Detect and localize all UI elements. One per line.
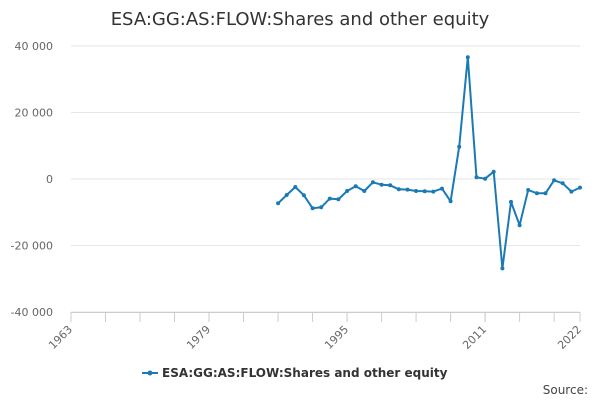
data-point	[388, 183, 393, 188]
data-point	[491, 169, 496, 174]
data-point	[362, 189, 367, 193]
data-point	[552, 178, 557, 183]
data-point	[353, 184, 358, 189]
chart-title: ESA:GG:AS:FLOW:Shares and other equity	[111, 9, 490, 30]
series-line	[277, 56, 581, 270]
data-point	[500, 266, 505, 271]
data-point	[465, 55, 470, 60]
data-point	[474, 175, 479, 180]
data-point	[405, 187, 410, 192]
data-point	[379, 182, 384, 187]
data-point	[483, 176, 488, 181]
data-point	[293, 185, 298, 189]
data-point	[448, 199, 453, 204]
series-layer	[276, 55, 582, 271]
y-tick-label: 40 000	[15, 40, 54, 53]
data-point	[276, 201, 281, 206]
data-point	[569, 189, 574, 194]
data-point	[534, 191, 539, 196]
data-point	[457, 144, 462, 149]
data-point	[509, 199, 513, 204]
credits-text: Source:	[543, 383, 588, 397]
x-tick-label: 1963	[46, 323, 75, 352]
legend-label: ESA:GG:AS:FLOW:Shares and other equity	[162, 366, 448, 380]
data-point	[301, 193, 306, 198]
data-point	[517, 223, 522, 228]
data-point	[560, 181, 565, 186]
data-point	[396, 187, 401, 192]
data-point	[345, 189, 350, 193]
x-tick-label: 1995	[322, 323, 351, 352]
data-point	[440, 186, 444, 191]
grid-layer	[71, 45, 580, 313]
legend-marker-icon	[147, 370, 153, 376]
data-point	[370, 180, 375, 185]
y-tick-label: -20 000	[11, 240, 53, 253]
y-tick-label: -40 000	[11, 306, 53, 319]
data-point	[543, 191, 548, 196]
data-point	[431, 189, 436, 194]
x-tick-label: 1979	[184, 323, 213, 352]
data-point	[526, 188, 531, 192]
x-tick-label: 2022	[555, 323, 584, 352]
data-point	[578, 185, 582, 190]
data-point	[422, 189, 427, 194]
data-point	[310, 206, 315, 211]
data-point	[319, 205, 324, 210]
data-point	[327, 196, 332, 201]
data-point	[284, 193, 289, 197]
data-point	[414, 189, 419, 193]
legend[interactable]: ESA:GG:AS:FLOW:Shares and other equity	[142, 366, 448, 380]
data-point	[336, 197, 341, 202]
y-tick-label: 0	[46, 173, 53, 186]
axis-layer: 40 000 20 000 0 -20 000 -40 000 1963 1979 1995 2…	[11, 40, 585, 352]
y-tick-label: 20 000	[15, 107, 54, 120]
x-tick-label: 2011	[460, 323, 489, 352]
